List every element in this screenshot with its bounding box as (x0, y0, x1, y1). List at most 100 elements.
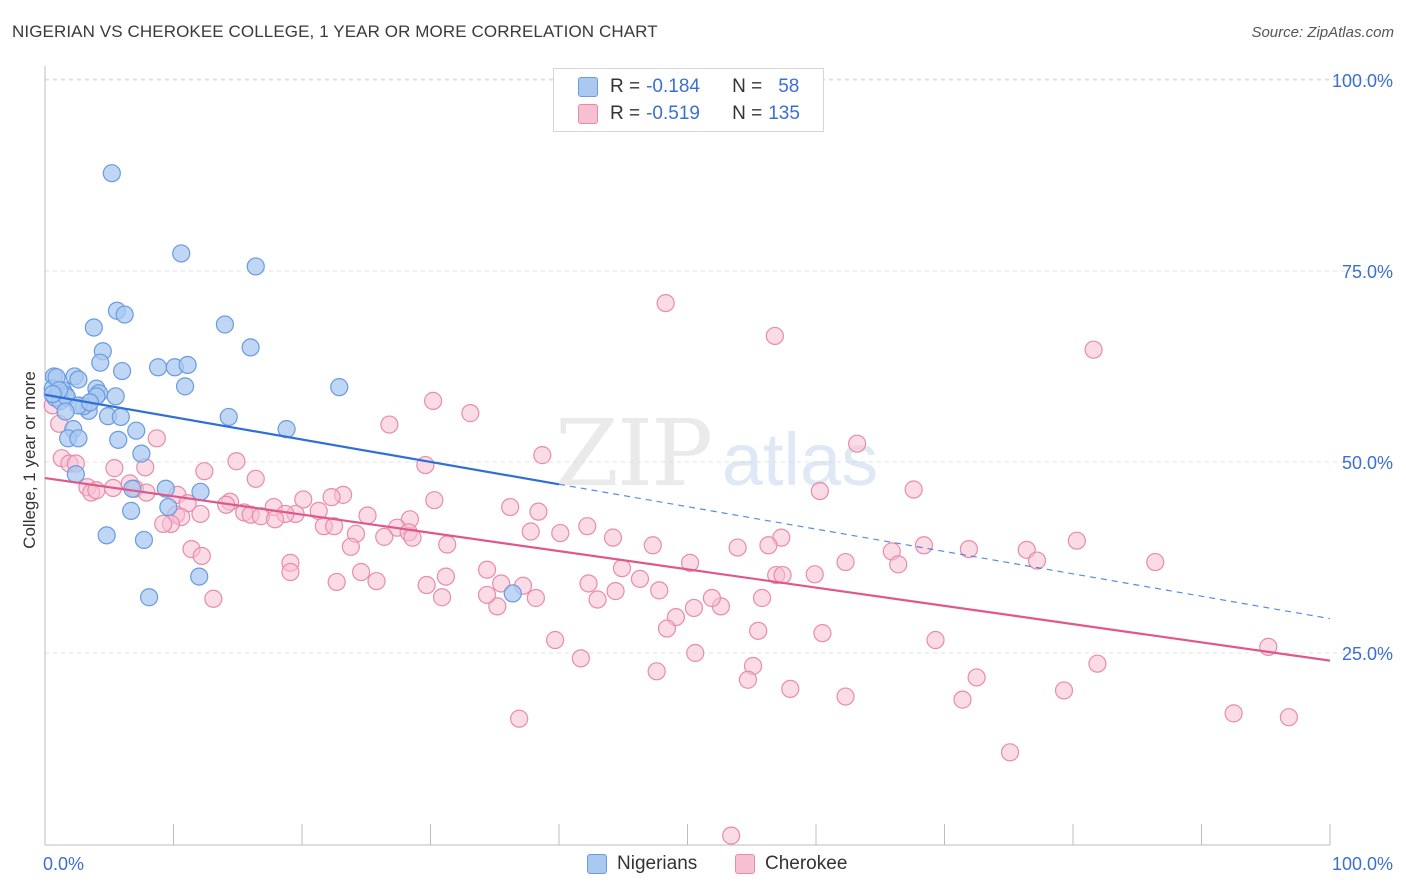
bottom-legend-nigerians: Nigerians (587, 852, 697, 876)
cherokee-point (147, 429, 166, 448)
y-tick-label: 25.0% (1342, 644, 1393, 664)
nigerian-point (102, 164, 121, 183)
cherokee-point (588, 590, 607, 609)
legend-r-label: R = (610, 76, 641, 97)
cherokee-point (749, 621, 768, 640)
points-layer (43, 164, 1298, 845)
cherokee-point (606, 582, 625, 601)
cherokee-point (358, 506, 377, 525)
cherokee-point (546, 630, 565, 650)
cherokee-point (191, 504, 210, 524)
cherokee-point (759, 536, 778, 555)
cherokee-point (1054, 681, 1074, 700)
bottom-legend-swatch-cherokee (735, 854, 755, 874)
nigerian-point (134, 530, 154, 550)
nigerian-point (112, 361, 132, 381)
y-tick-label: 100.0% (1332, 71, 1393, 91)
cherokee-point (417, 575, 436, 595)
cherokee-point (1000, 743, 1020, 762)
cherokee-point (579, 574, 598, 593)
cherokee-point (630, 569, 650, 588)
legend-r-value: -0.184 (646, 76, 700, 97)
cherokee-point (836, 552, 855, 572)
cherokee-point (680, 553, 700, 572)
cherokee-point (154, 514, 173, 533)
legend-swatch-cherokee (578, 104, 598, 124)
legend-row-cherokee: R = -0.519 N = 135 (578, 101, 800, 127)
cherokee-point (1067, 531, 1086, 550)
nigerian-point (97, 526, 116, 545)
cherokee-point (967, 668, 986, 687)
cherokee-point (380, 415, 399, 434)
watermark-atlas: atlas (722, 418, 878, 501)
cherokee-point (477, 560, 497, 579)
nigerian-point (191, 482, 210, 501)
legend-n-label: N = (732, 103, 763, 124)
cherokee-point (432, 588, 452, 607)
nigerian-point (84, 318, 103, 337)
cherokee-point (926, 630, 945, 650)
y-axis-label: College, 1 year or more (20, 371, 39, 549)
cherokee-point (781, 679, 800, 699)
nigerian-point (330, 378, 349, 397)
cherokee-point (650, 581, 669, 600)
cherokee-point (325, 517, 344, 536)
nigerian-point (132, 444, 151, 463)
cherokee-point (265, 510, 285, 529)
cherokee-point (425, 491, 444, 510)
cherokee-point (501, 497, 520, 517)
nigerian-point (43, 384, 62, 404)
cherokee-point (105, 459, 124, 478)
nigerians-trend-line (44, 393, 560, 486)
cherokee-point (529, 502, 548, 521)
cherokee-point (294, 490, 313, 509)
cherokee-point (367, 572, 386, 591)
nigerian-point (106, 387, 125, 406)
x-tick-label: 0.0% (43, 854, 84, 874)
cherokee-point (643, 536, 662, 555)
nigerian-point (91, 353, 110, 372)
nigerian-point (159, 497, 178, 517)
cherokee-point (728, 538, 747, 557)
cherokee-point (904, 480, 923, 499)
cherokee-point (752, 588, 772, 608)
cherokee-point (526, 588, 545, 608)
tick-labels: 100.0% 75.0% 50.0% 25.0% 0.0% 100.0% (43, 71, 1393, 874)
nigerian-point (109, 430, 128, 449)
nigerian-point (69, 370, 88, 389)
cherokee-point (656, 293, 675, 313)
cherokee-point (192, 546, 211, 566)
y-tick-label: 50.0% (1342, 453, 1393, 473)
bottom-legend-label: Nigerians (617, 853, 698, 874)
cherokee-point (246, 469, 265, 488)
nigerian-point (121, 501, 141, 520)
cherokee-point (327, 572, 346, 592)
nigerian-point (56, 402, 75, 421)
cherokee-point (738, 670, 757, 689)
cherokee-point (204, 589, 223, 608)
cherokee-point (657, 619, 677, 638)
nigerian-point (127, 421, 146, 440)
nigerian-point (246, 257, 265, 276)
legend-r-value: -0.519 (646, 103, 700, 124)
cherokee-point (1027, 551, 1047, 570)
cherokee-point (647, 662, 666, 681)
legend-n-value: 58 (778, 76, 800, 97)
x-tick-label: 100.0% (1332, 854, 1393, 874)
cherokee-point (686, 643, 705, 663)
cherokee-point (1279, 708, 1298, 727)
cherokee-point (702, 588, 722, 608)
nigerian-point (111, 407, 130, 427)
legend-row-nigerians: R = -0.184 N = 58 (578, 74, 799, 100)
cherokee-point (684, 598, 704, 618)
grid-layer (45, 78, 1392, 654)
cherokee-point (322, 488, 341, 507)
cherokee-point (403, 528, 422, 547)
cherokee-point (722, 826, 741, 845)
nigerian-point (148, 358, 168, 377)
cherokee-point (461, 404, 480, 423)
cherokee-point (195, 462, 214, 481)
nigerian-point (115, 305, 134, 324)
source-label: Source: ZipAtlas.com (1251, 24, 1394, 41)
cherokee-point (436, 567, 456, 586)
